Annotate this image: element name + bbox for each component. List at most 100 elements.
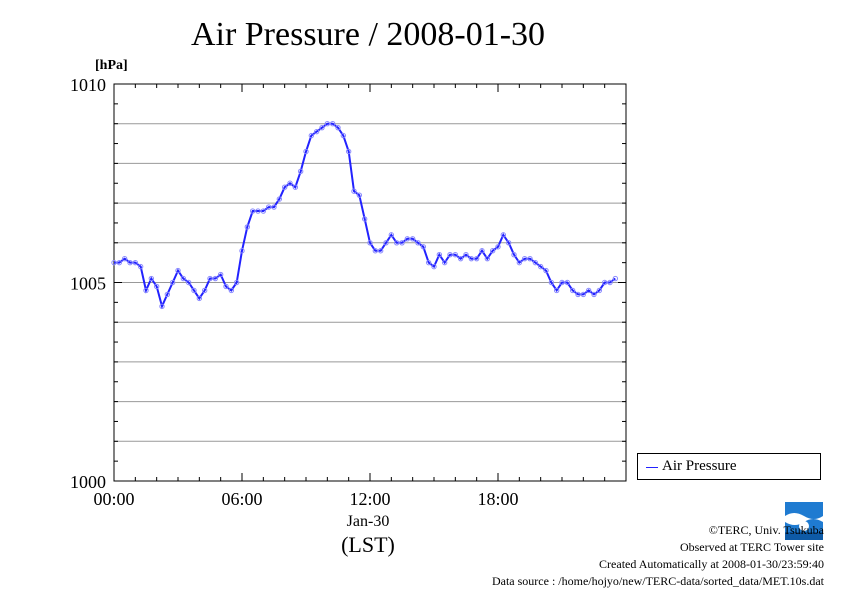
series-air-pressure — [111, 121, 619, 310]
data-point — [223, 283, 229, 290]
data-point — [233, 279, 240, 286]
data-point — [452, 252, 459, 258]
data-point — [425, 259, 432, 266]
data-point — [239, 248, 245, 254]
data-point — [463, 252, 469, 258]
data-point — [137, 263, 144, 270]
data-point — [201, 287, 208, 294]
axis-ticks — [113, 83, 627, 482]
data-point — [143, 287, 149, 294]
data-point — [383, 240, 389, 246]
data-point — [260, 208, 267, 214]
x-tick-label: 18:00 — [477, 489, 518, 509]
data-point — [249, 208, 256, 214]
x-tick-label: 06:00 — [221, 489, 262, 509]
data-point — [185, 279, 192, 286]
data-point — [335, 124, 341, 131]
data-point — [121, 255, 128, 262]
x-axis-tick-labels: 00:00 06:00 12:00 18:00 — [93, 489, 518, 509]
data-point — [409, 236, 416, 242]
data-point — [431, 263, 437, 270]
data-point — [148, 275, 155, 282]
data-point — [292, 184, 299, 190]
x-tick-label: 12:00 — [349, 489, 390, 509]
footer-created: Created Automatically at 2008-01-30/23:5… — [599, 557, 824, 571]
x-axis-label: Jan-30 — [347, 513, 390, 530]
data-point — [457, 255, 464, 262]
data-point — [329, 121, 336, 127]
data-point — [564, 279, 571, 286]
data-point — [393, 240, 400, 246]
footer-observed: Observed at TERC Tower site — [679, 540, 824, 554]
data-point — [521, 255, 528, 262]
data-point — [212, 275, 219, 282]
data-point — [191, 287, 197, 294]
data-point — [553, 287, 560, 294]
data-point — [612, 275, 619, 282]
data-point — [596, 287, 603, 294]
data-point — [575, 291, 581, 298]
data-point — [559, 279, 565, 286]
data-point — [399, 240, 405, 246]
data-point — [255, 208, 261, 214]
data-point — [532, 259, 539, 266]
data-point — [601, 279, 608, 286]
data-point — [489, 248, 496, 254]
data-point — [351, 188, 357, 194]
data-point — [569, 287, 576, 294]
legend-label: Air Pressure — [662, 458, 737, 474]
data-point — [441, 259, 448, 266]
data-point — [324, 121, 331, 127]
data-point — [436, 252, 443, 258]
data-point — [548, 279, 555, 286]
data-point — [607, 279, 613, 286]
data-point — [420, 244, 427, 250]
data-point — [356, 192, 363, 198]
data-point — [313, 128, 320, 135]
data-point — [132, 259, 139, 266]
data-point — [175, 267, 181, 274]
data-point — [308, 132, 315, 139]
data-point — [276, 196, 283, 202]
data-point — [361, 216, 368, 222]
footer-copyright: ©TERC, Univ. Tsukuba — [708, 523, 824, 537]
data-point — [111, 259, 117, 266]
data-point — [580, 291, 587, 298]
chart-title: Air Pressure / 2008-01-30 — [191, 16, 545, 53]
terc-logo-icon — [785, 502, 823, 540]
data-point — [244, 224, 251, 230]
data-point — [447, 252, 453, 258]
data-point — [153, 283, 160, 290]
y-tick-label: 1010 — [70, 75, 106, 95]
data-point — [585, 287, 592, 294]
data-point — [516, 259, 523, 266]
data-point — [473, 255, 480, 262]
data-point — [196, 295, 203, 302]
data-point — [591, 291, 597, 298]
data-point — [303, 148, 309, 155]
data-point — [169, 279, 176, 286]
data-point — [207, 275, 213, 282]
data-point — [388, 232, 395, 238]
legend: Air Pressure — [637, 453, 821, 480]
data-point — [287, 180, 293, 186]
data-point — [500, 232, 507, 238]
data-point — [265, 204, 272, 210]
data-point — [367, 240, 373, 246]
x-tick-label: 00:00 — [93, 489, 134, 509]
data-point — [505, 240, 512, 246]
data-point — [543, 267, 549, 274]
data-point — [340, 132, 347, 139]
data-point — [479, 248, 485, 254]
data-point — [228, 287, 235, 294]
x-axis-sublabel: (LST) — [341, 532, 395, 557]
data-point — [511, 252, 517, 258]
data-point — [484, 255, 491, 262]
data-point — [127, 259, 133, 266]
y-tick-label: 1000 — [70, 472, 106, 492]
legend-line-marker — [646, 467, 658, 468]
data-point — [217, 271, 224, 278]
y-axis-unit: [hPa] — [95, 58, 128, 73]
data-point — [180, 275, 187, 282]
